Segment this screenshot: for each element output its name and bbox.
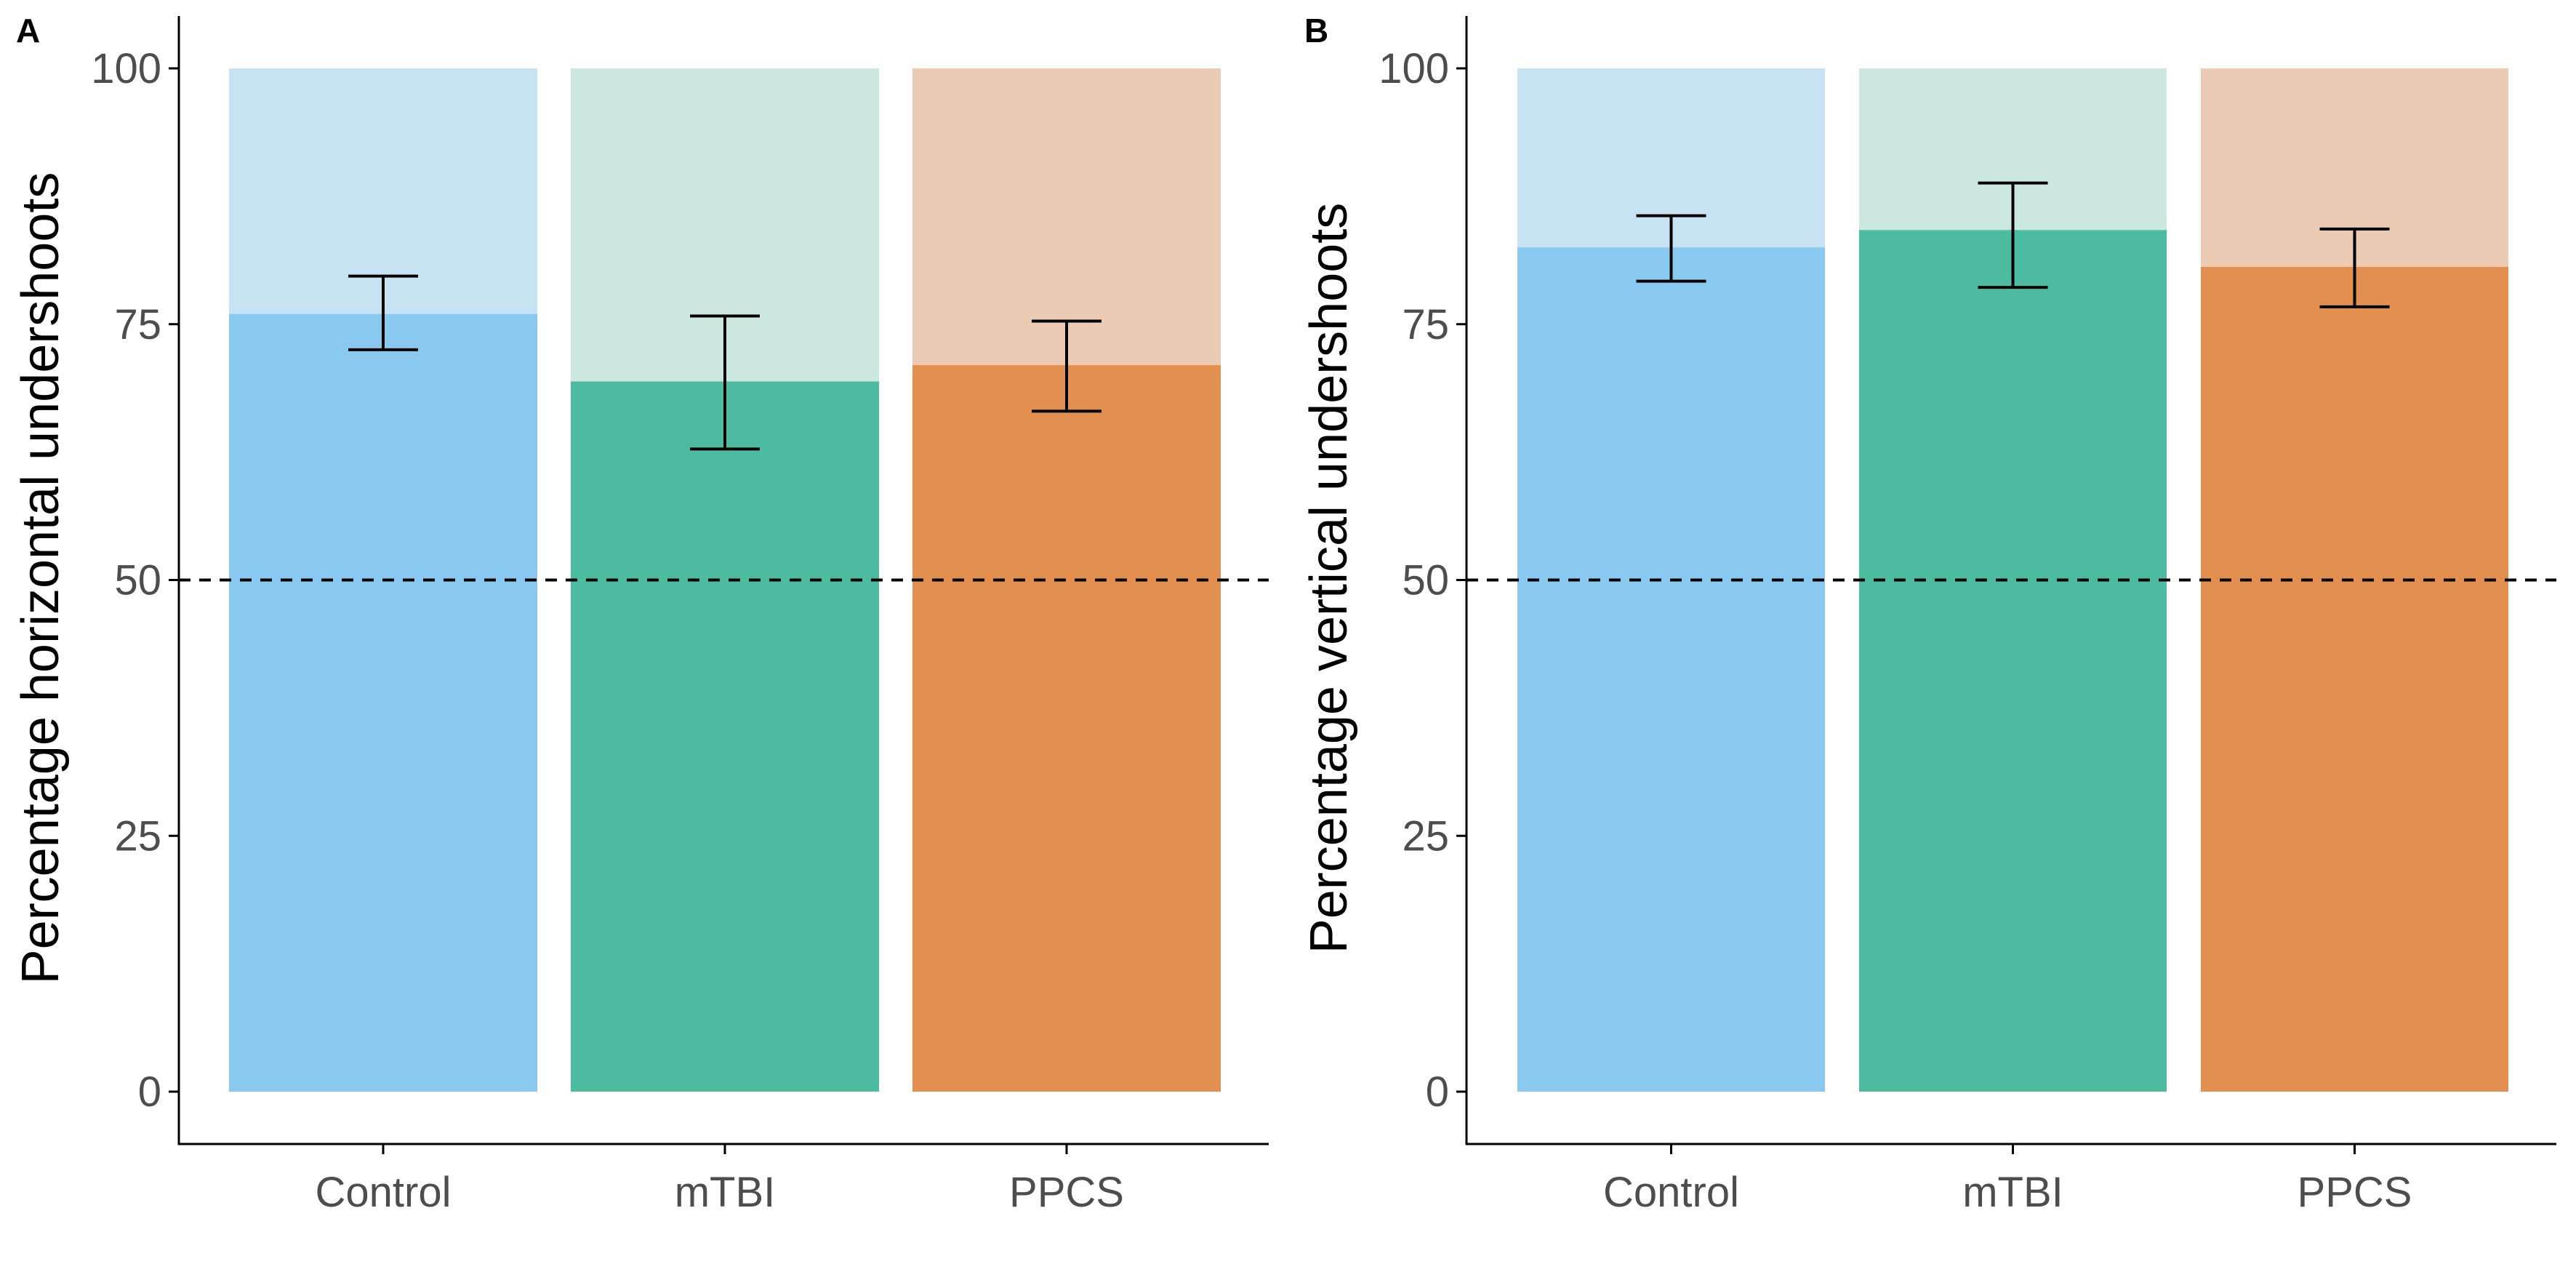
y-tick-label: 100 [91,45,161,92]
x-tick-label: mTBI [1962,1169,2063,1216]
panel-label: B [1304,12,1328,49]
error-bar [2319,227,2390,308]
panel-b: B Percentage vertical undershoots Contro… [1300,12,2556,1216]
plot-area: Control mTBI PPCS 0 25 50 75 100 [91,16,1269,1216]
bar [2201,266,2508,1092]
x-tick-label: Control [1603,1169,1739,1216]
x-tick-label: Control [316,1169,452,1216]
error-bar [1032,319,1102,413]
x-tick-label: PPCS [2298,1169,2412,1216]
panel-label: A [16,12,40,49]
x-tick-label: PPCS [1009,1169,1124,1216]
y-tick-label: 25 [114,812,161,860]
bar [571,381,879,1092]
error-bar [690,314,760,451]
error-bar [348,274,418,351]
y-tick-label: 25 [1402,812,1449,860]
panel-a: A Percentage horizontal undershoots Cont… [12,12,1269,1216]
y-axis-title: Percentage vertical undershoots [1300,203,1358,954]
bar [1517,247,1825,1092]
y-tick-label: 75 [114,301,161,348]
y-tick-label: 0 [138,1068,161,1116]
plot-area: Control mTBI PPCS 0 25 50 75 100 [1379,16,2556,1216]
bar [229,313,537,1092]
y-tick-label: 100 [1379,45,1449,92]
bar [1859,230,2167,1092]
y-axis-title: Percentage horizontal undershoots [12,172,70,985]
bar [912,365,1221,1092]
error-bar [1978,181,2048,289]
y-tick-label: 50 [114,557,161,604]
error-bar [1636,214,1706,283]
y-tick-label: 0 [1426,1068,1449,1116]
y-tick-label: 50 [1402,557,1449,604]
y-tick-label: 75 [1402,301,1449,348]
x-tick-label: mTBI [675,1169,776,1216]
